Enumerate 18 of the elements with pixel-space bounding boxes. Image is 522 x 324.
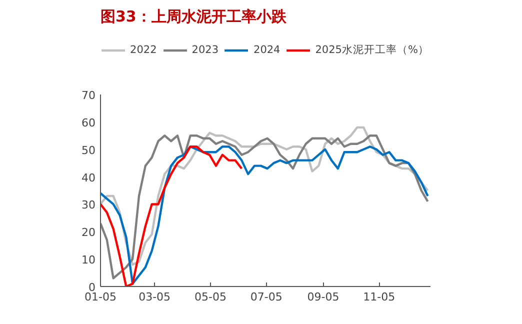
y-tick-label: 30 — [82, 198, 96, 212]
legend-label: 2023 — [192, 44, 219, 56]
line-series — [100, 146, 243, 286]
y-tick-label: 60 — [82, 116, 96, 130]
x-tick-label: 05-05 — [194, 290, 226, 304]
legend-label: 2022 — [130, 44, 157, 56]
x-tick-label: 07-05 — [250, 290, 282, 304]
legend-label: 2025水泥开工率（%） — [315, 43, 429, 57]
y-tick-label: 70 — [82, 89, 96, 102]
y-tick-label: 20 — [82, 226, 96, 240]
y-tick-label: 40 — [82, 171, 96, 184]
x-tick-label: 11-05 — [363, 290, 396, 304]
legend-label: 2024 — [254, 44, 280, 56]
y-tick-label: 10 — [82, 254, 96, 267]
x-tick-label: 09-05 — [307, 290, 340, 304]
x-tick-label: 03-05 — [138, 290, 171, 304]
chart-title: 图33：上周水泥开工率小跌 — [100, 8, 288, 26]
y-tick-label: 50 — [82, 144, 96, 157]
